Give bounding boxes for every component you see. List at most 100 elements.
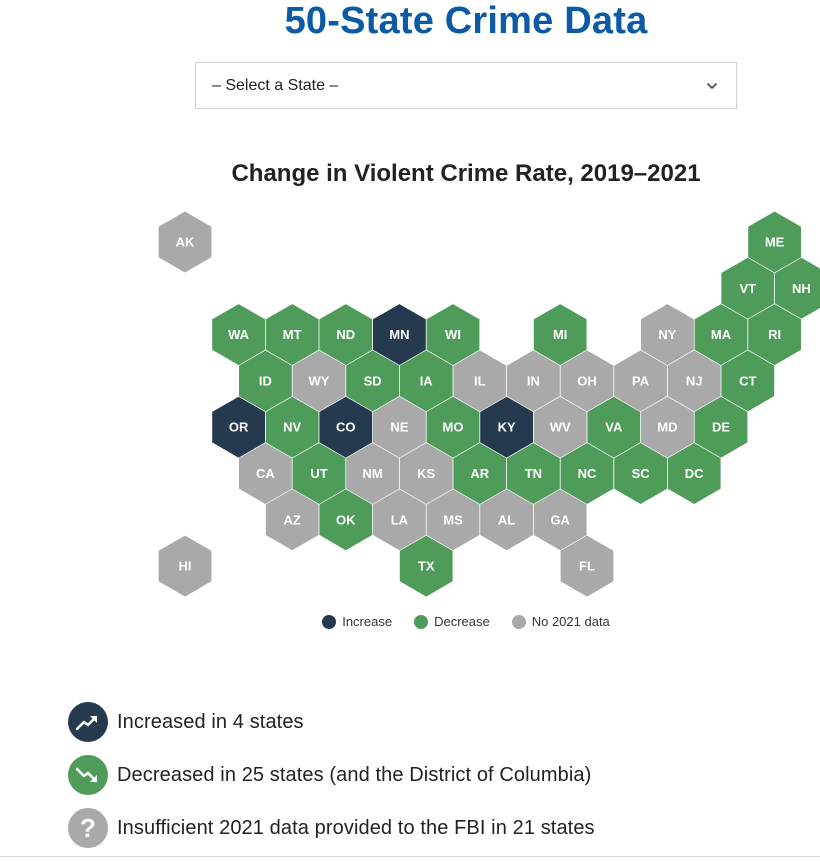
state-label: CA xyxy=(256,466,275,481)
state-hex-il[interactable]: IL xyxy=(453,350,507,412)
state-hex-nm[interactable]: NM xyxy=(346,443,399,504)
state-label: TN xyxy=(525,466,542,481)
state-hex-shape xyxy=(158,211,212,273)
state-hex-va[interactable]: VA xyxy=(587,396,641,458)
state-hex-shape xyxy=(426,396,480,458)
state-hex-shape xyxy=(533,489,587,551)
state-hex-nc[interactable]: NC xyxy=(560,443,614,504)
state-hex-pa[interactable]: PA xyxy=(614,350,667,412)
state-hex-shape xyxy=(399,535,453,597)
state-hex-ia[interactable]: IA xyxy=(399,350,453,412)
state-hex-co[interactable]: CO xyxy=(319,396,373,458)
state-label: NE xyxy=(390,420,408,435)
state-hex-mi[interactable]: MI xyxy=(533,304,587,366)
state-hex-az[interactable]: AZ xyxy=(265,489,319,551)
state-label: ME xyxy=(765,235,785,250)
state-hex-shape xyxy=(694,396,748,458)
state-label: NM xyxy=(362,466,382,481)
state-hex-ut[interactable]: UT xyxy=(292,443,346,504)
state-label: NV xyxy=(283,420,301,435)
state-label: ID xyxy=(259,373,272,388)
state-hex-ak[interactable]: AK xyxy=(158,211,212,273)
state-hex-shape xyxy=(507,443,560,504)
state-label: TX xyxy=(418,559,435,574)
map-legend: Increase Decrease No 2021 data xyxy=(0,614,820,629)
svg-text:?: ? xyxy=(80,814,96,842)
legend-label-no-data: No 2021 data xyxy=(531,614,610,629)
state-hex-mt[interactable]: MT xyxy=(265,304,319,366)
state-label: AK xyxy=(176,235,195,250)
state-hex-shape xyxy=(426,489,480,551)
state-hex-me[interactable]: ME xyxy=(748,211,801,273)
state-hex-shape xyxy=(560,443,614,504)
summary-decreased: Decreased in 25 states (and the District… xyxy=(68,755,595,795)
state-hex-ar[interactable]: AR xyxy=(453,443,507,504)
state-hex-shape xyxy=(587,396,641,458)
state-hex-de[interactable]: DE xyxy=(694,396,748,458)
state-hex-shape xyxy=(775,257,820,319)
state-hex-shape xyxy=(373,396,426,458)
state-label: OH xyxy=(577,373,597,388)
state-hex-md[interactable]: MD xyxy=(641,396,694,458)
summary-decreased-label: Decreased in 25 states (and the District… xyxy=(117,763,592,786)
page-title: 50-State Crime Data xyxy=(284,0,648,42)
state-hex-shape xyxy=(292,350,346,412)
state-hex-al[interactable]: AL xyxy=(480,489,533,551)
state-select[interactable]: – Select a State – xyxy=(195,62,737,109)
state-label: MS xyxy=(443,512,463,527)
state-label: AL xyxy=(498,512,515,527)
state-hex-shape xyxy=(158,535,212,597)
state-hex-shape xyxy=(614,350,667,412)
state-hex-mn[interactable]: MN xyxy=(373,304,426,366)
state-hex-wy[interactable]: WY xyxy=(292,350,346,412)
state-hex-shape xyxy=(319,304,373,366)
state-hex-ny[interactable]: NY xyxy=(641,304,694,366)
state-hex-ms[interactable]: MS xyxy=(426,489,480,551)
legend-swatch-decrease xyxy=(414,614,429,629)
state-hex-wv[interactable]: WV xyxy=(533,396,587,458)
state-hex-ma[interactable]: MA xyxy=(694,304,748,366)
state-hex-nh[interactable]: NH xyxy=(775,257,820,319)
state-label: MN xyxy=(389,327,409,342)
state-hex-or[interactable]: OR xyxy=(212,396,265,458)
state-label: IL xyxy=(474,373,486,388)
state-label: MD xyxy=(657,420,677,435)
state-hex-ky[interactable]: KY xyxy=(480,396,533,458)
state-hex-oh[interactable]: OH xyxy=(560,350,614,412)
state-hex-la[interactable]: LA xyxy=(373,489,426,551)
state-hex-ri[interactable]: RI xyxy=(748,304,801,366)
state-hex-shape xyxy=(453,443,507,504)
legend-item-decrease: Decrease xyxy=(414,614,490,629)
summary-increased-label: Increased in 4 states xyxy=(117,710,304,733)
state-hex-nv[interactable]: NV xyxy=(265,396,319,458)
state-label: WY xyxy=(309,373,330,388)
state-hex-shape xyxy=(346,443,399,504)
state-hex-ca[interactable]: CA xyxy=(239,443,292,504)
state-label: SC xyxy=(632,466,651,481)
state-hex-in[interactable]: IN xyxy=(507,350,560,412)
state-hex-tn[interactable]: TN xyxy=(507,443,560,504)
state-label: AZ xyxy=(284,512,301,527)
state-label: OR xyxy=(229,420,249,435)
state-hex-dc[interactable]: DC xyxy=(667,443,721,504)
state-hex-wi[interactable]: WI xyxy=(426,304,480,366)
state-hex-vt[interactable]: VT xyxy=(721,257,775,319)
state-hex-sc[interactable]: SC xyxy=(614,443,667,504)
state-hex-ne[interactable]: NE xyxy=(373,396,426,458)
summary-list: Increased in 4 states Decreased in 25 st… xyxy=(68,702,595,861)
state-hex-wa[interactable]: WA xyxy=(212,304,265,366)
state-hex-nd[interactable]: ND xyxy=(319,304,373,366)
state-hex-mo[interactable]: MO xyxy=(426,396,480,458)
state-hex-sd[interactable]: SD xyxy=(346,350,399,412)
state-hex-tx[interactable]: TX xyxy=(399,535,453,597)
state-hex-hi[interactable]: HI xyxy=(158,535,212,597)
state-hex-ok[interactable]: OK xyxy=(319,489,373,551)
state-hex-ks[interactable]: KS xyxy=(399,443,453,504)
state-hex-ga[interactable]: GA xyxy=(533,489,587,551)
state-hex-shape xyxy=(694,304,748,366)
state-label: KY xyxy=(498,420,516,435)
state-hex-fl[interactable]: FL xyxy=(560,535,614,597)
state-hex-ct[interactable]: CT xyxy=(721,350,775,412)
state-hex-nj[interactable]: NJ xyxy=(667,350,721,412)
state-hex-id[interactable]: ID xyxy=(239,350,292,412)
